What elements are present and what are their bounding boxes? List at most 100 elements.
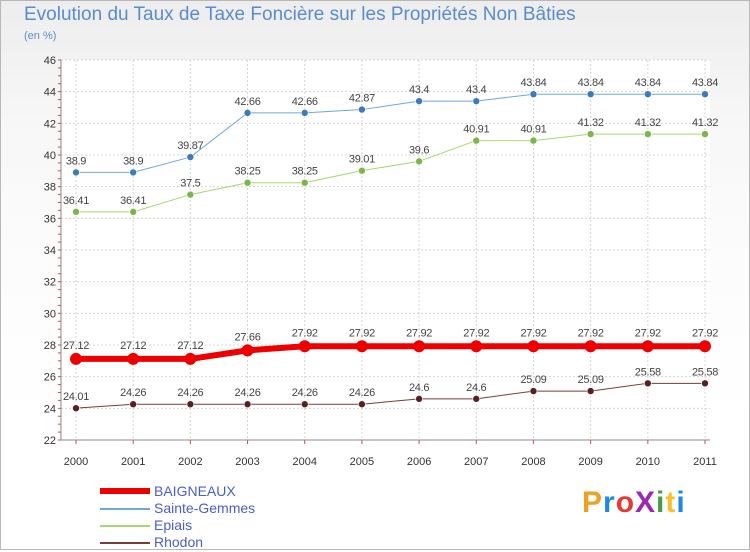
series-line-epiais [76, 133, 705, 213]
data-label-epiais: 40.91 [463, 124, 489, 136]
logo-letter: t [665, 486, 677, 519]
x-tick-label: 2006 [407, 456, 431, 468]
y-tick-label: 22 [44, 435, 56, 447]
y-tick-label: 28 [44, 340, 56, 352]
data-label-epiais: 38.25 [235, 166, 261, 178]
logo-letter: r [603, 486, 616, 519]
series-line-rhodon [75, 382, 705, 409]
y-tick-label: 38 [44, 182, 56, 194]
x-tick-label: 2004 [292, 456, 316, 468]
legend-item-rhodon: Rhodon [100, 534, 360, 552]
x-tick-label: 2002 [178, 456, 202, 468]
data-label-sainte-gemmes: 43.84 [692, 77, 718, 89]
data-label-baigneaux: 27.92 [520, 327, 546, 339]
data-point-epiais [186, 190, 195, 199]
data-label-baigneaux: 27.12 [177, 340, 203, 352]
y-tick-label: 24 [44, 403, 56, 415]
proxiti-logo: ProXiti [582, 486, 686, 520]
data-point-baigneaux [413, 340, 426, 353]
chart-subtitle: (en %) [24, 30, 57, 42]
data-point-epiais [586, 130, 595, 138]
x-tick-label: 2008 [521, 456, 545, 468]
data-label-baigneaux: 27.92 [635, 327, 661, 339]
data-point-sainte-gemmes [129, 168, 137, 177]
data-label-sainte-gemmes: 42.66 [292, 96, 318, 108]
data-point-baigneaux [298, 340, 311, 353]
legend-swatch [100, 525, 150, 527]
logo-letter: i [656, 486, 666, 519]
data-label-rhodon: 25.09 [578, 374, 604, 386]
data-label-rhodon: 25.58 [692, 366, 718, 378]
data-label-sainte-gemmes: 43.84 [578, 77, 604, 89]
legend-label: BAIGNEAUX [154, 483, 236, 499]
y-tick-label: 30 [44, 308, 56, 320]
data-point-rhodon [243, 400, 252, 409]
data-label-rhodon: 24.26 [292, 387, 318, 399]
y-tick-label: 34 [44, 245, 56, 257]
data-label-epiais: 41.32 [578, 117, 604, 129]
data-point-epiais [129, 208, 137, 216]
data-label-sainte-gemmes: 43.4 [409, 84, 429, 96]
data-label-baigneaux: 27.12 [120, 340, 146, 352]
data-point-baigneaux [127, 352, 140, 365]
logo-letter: P [582, 486, 604, 519]
x-tick-label: 2001 [121, 456, 145, 468]
data-label-epiais: 41.32 [692, 117, 718, 129]
logo-letter: i [676, 486, 686, 519]
data-label-baigneaux: 27.92 [406, 327, 432, 339]
data-point-baigneaux [70, 352, 82, 365]
data-label-epiais: 39.6 [409, 144, 429, 156]
data-label-epiais: 36.41 [120, 195, 146, 207]
y-tick-label: 36 [44, 213, 56, 225]
data-label-rhodon: 24.26 [235, 387, 261, 399]
data-label-rhodon: 24.6 [466, 382, 486, 394]
data-point-baigneaux [470, 340, 483, 353]
data-point-epiais [243, 178, 252, 187]
data-point-epiais [472, 136, 481, 145]
legend-swatch [100, 488, 150, 494]
data-point-rhodon [186, 400, 195, 409]
logo-letter: o [615, 486, 636, 519]
data-label-sainte-gemmes: 39.87 [177, 140, 203, 152]
data-point-rhodon [72, 404, 80, 412]
data-point-sainte-gemmes [529, 90, 538, 98]
data-point-rhodon [529, 387, 538, 395]
data-point-epiais [72, 208, 80, 216]
data-label-epiais: 40.91 [520, 124, 546, 136]
data-label-baigneaux: 27.92 [292, 327, 318, 339]
data-label-rhodon: 24.26 [349, 387, 375, 399]
data-label-sainte-gemmes: 42.66 [235, 96, 261, 108]
data-point-baigneaux [527, 340, 540, 353]
data-label-sainte-gemmes: 43.84 [635, 77, 661, 89]
data-point-sainte-gemmes [358, 105, 366, 114]
x-tick-label: 2000 [64, 456, 88, 468]
data-point-rhodon [472, 395, 481, 403]
data-label-epiais: 39.01 [349, 154, 375, 166]
data-point-rhodon [644, 379, 652, 388]
data-label-epiais: 36.41 [63, 195, 89, 207]
data-point-rhodon [300, 400, 309, 409]
data-label-rhodon: 25.09 [520, 374, 546, 386]
data-label-baigneaux: 27.92 [349, 327, 375, 339]
data-label-epiais: 37.5 [180, 178, 200, 190]
data-label-sainte-gemmes: 42.87 [349, 93, 375, 105]
data-point-rhodon [701, 379, 709, 388]
data-point-epiais [300, 178, 309, 187]
chart-legend: BAIGNEAUX Sainte-Gemmes Epiais Rhodon [100, 483, 360, 552]
y-tick-label: 26 [44, 372, 56, 384]
data-label-sainte-gemmes: 43.84 [520, 77, 546, 89]
logo-letter: X [635, 486, 657, 519]
x-tick-label: 2009 [578, 456, 602, 468]
y-tick-label: 46 [44, 55, 56, 67]
data-point-baigneaux [641, 340, 654, 353]
data-point-baigneaux [584, 340, 597, 353]
data-label-baigneaux: 27.66 [235, 331, 261, 343]
legend-swatch [100, 542, 150, 544]
data-point-baigneaux [699, 340, 711, 353]
data-point-sainte-gemmes [415, 97, 423, 105]
data-label-rhodon: 24.6 [409, 382, 429, 394]
data-point-baigneaux [355, 340, 368, 353]
data-point-rhodon [129, 400, 137, 409]
data-point-sainte-gemmes [72, 168, 80, 177]
